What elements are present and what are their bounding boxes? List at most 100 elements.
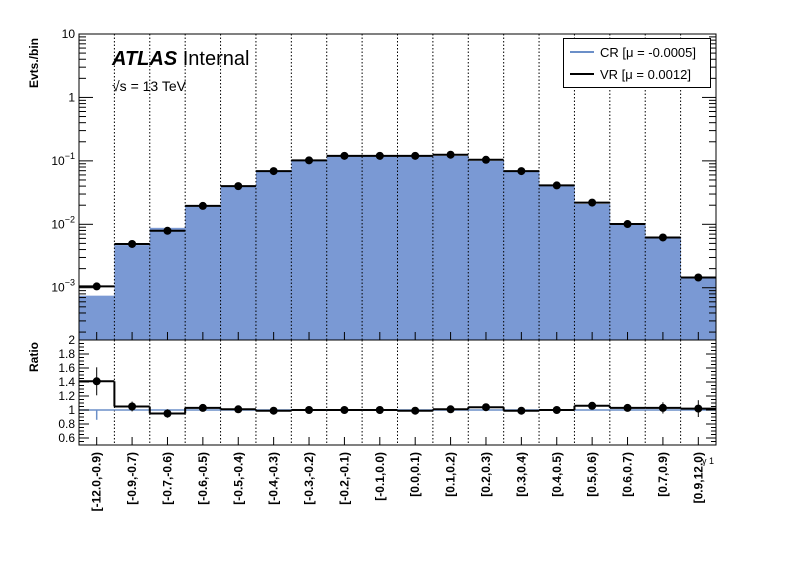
ratio-data-point (517, 406, 526, 415)
atlas-bold-label: ATLAS (112, 48, 178, 70)
ratio-data-point (411, 406, 420, 415)
vr-data-point (305, 156, 314, 165)
x-tick-label: [-0.9,-0.7) (125, 452, 139, 505)
ratio-data-point (305, 406, 314, 414)
vr-data-point (588, 198, 597, 207)
top-y-tick-label: 1 (68, 90, 75, 104)
cr-bin-bar (609, 224, 646, 340)
cr-bin-bar (397, 155, 434, 340)
bottom-y-tick-label: 2 (68, 333, 75, 347)
x-tick-label: [-0.4,-0.3) (267, 452, 281, 505)
cr-bin-bar (220, 186, 257, 340)
vr-data-point (234, 182, 243, 191)
vr-data-point (658, 233, 667, 242)
bottom-y-axis-label: Ratio (27, 342, 41, 372)
bottom-y-tick-label: 0.6 (58, 431, 75, 445)
top-y-tick-exponent: −1 (65, 151, 75, 161)
cr-bin-bar (326, 155, 363, 340)
ratio-data-point (481, 403, 490, 412)
x-tick-label: [0.6,0.7) (621, 452, 635, 497)
x-tick-label: [-0.5,-0.4) (231, 452, 245, 505)
x-tick-label: [0.1,0.2) (444, 452, 458, 497)
x-tick-label: [0.2,0.3) (479, 452, 493, 497)
top-y-tick-label: 10−1 (51, 151, 75, 168)
x-tick-label: [0.9,12.0) (691, 452, 705, 503)
bottom-y-tick-label: 1.4 (58, 375, 75, 389)
cr-bin-bar (185, 206, 221, 340)
vr-data-point (623, 220, 632, 229)
legend: CR [μ = -0.0005] VR [μ = 0.0012] (563, 38, 711, 88)
atlas-internal-label: Internal (182, 48, 250, 70)
x-tick-label: [-0.1,0.0) (373, 452, 387, 501)
vr-data-point (552, 181, 561, 190)
x-tick-label: [-0.6,-0.5) (196, 452, 210, 505)
vr-data-point (92, 282, 101, 291)
top-y-tick-exponent: −2 (65, 214, 75, 224)
bottom-y-tick-label: 1 (68, 403, 75, 417)
cr-bin-bar (255, 170, 292, 340)
top-y-tick-label: 10−2 (51, 214, 75, 231)
ratio-data-point (588, 401, 597, 410)
cr-bin-bar (468, 160, 505, 340)
ratio-data-point (128, 402, 137, 411)
vr-data-point (411, 151, 420, 160)
cr-bin-bar (574, 203, 611, 340)
ratio-data-point (658, 403, 667, 412)
vr-data-point (163, 226, 172, 235)
bottom-y-tick-label: 0.8 (58, 417, 75, 431)
x-tick-label: [0.5,0.6) (585, 452, 599, 497)
legend-label-vr: VR [μ = 0.0012] (600, 66, 691, 82)
cr-bin-bar (539, 186, 575, 340)
legend-label-cr: CR [μ = -0.0005] (600, 44, 697, 60)
x-tick-label: [-0.7,-0.6) (160, 452, 174, 505)
top-y-tick-label: 10−3 (51, 278, 75, 295)
energy-label: √s = 13 TeV (112, 78, 186, 94)
top-panel-histogram (79, 34, 717, 340)
atlas-label: ATLAS Internal (112, 48, 249, 71)
bottom-y-tick-label: 1.6 (58, 361, 75, 375)
vr-data-point (481, 155, 490, 164)
x-tick-label: [0.3,0.4) (514, 452, 528, 497)
cr-bin-bar (291, 160, 328, 340)
vr-data-point (517, 167, 526, 176)
legend-item-cr: CR [μ = -0.0005] (570, 44, 696, 60)
legend-swatch-cr (570, 51, 594, 53)
legend-swatch-vr (570, 73, 594, 75)
vr-data-point (340, 151, 349, 160)
ratio-data-point (340, 406, 349, 414)
top-y-axis-label: Evts./bin (27, 37, 41, 88)
panel-frames: 10−310−210−11100.60.811.21.41.61.82[-12.… (51, 27, 717, 511)
ratio-data-point (375, 406, 384, 414)
vr-data-point (128, 239, 137, 248)
x-tick-label: [-0.3,-0.2) (302, 452, 316, 505)
x-tick-label: [-12.0,-0.9) (90, 452, 104, 511)
cr-bin-bar (645, 238, 682, 340)
cr-bin-bar (432, 155, 469, 340)
x-tick-label: [0.0,0.1) (408, 452, 422, 497)
top-y-tick-label: 10 (62, 27, 76, 41)
legend-item-vr: VR [μ = 0.0012] (570, 66, 691, 82)
ratio-data-point (623, 403, 632, 412)
bottom-y-tick-label: 1.2 (58, 389, 75, 403)
ratio-data-point (552, 406, 561, 414)
cr-bin-bar (114, 245, 151, 340)
cr-bin-bar (503, 170, 540, 340)
ratio-data-point (163, 409, 172, 418)
x-tick-label: [0.7,0.9) (656, 452, 670, 497)
ratio-data-point (234, 405, 243, 414)
ratio-data-point (446, 405, 455, 414)
bottom-y-tick-label: 1.8 (58, 347, 75, 361)
cr-bin-bar (149, 227, 186, 340)
ratio-data-point (269, 406, 278, 415)
x-axis-variable-label: γ 1 (702, 456, 715, 466)
cr-bin-bar (362, 155, 398, 340)
vr-data-point (446, 150, 455, 159)
ratio-data-point (92, 377, 101, 386)
vr-data-point (375, 151, 384, 160)
vr-data-point (269, 167, 278, 176)
ratio-data-point (198, 403, 207, 412)
ratio-data-point (694, 404, 703, 413)
bottom-panel-ratio (79, 340, 716, 445)
cr-bin-bar (680, 278, 717, 340)
